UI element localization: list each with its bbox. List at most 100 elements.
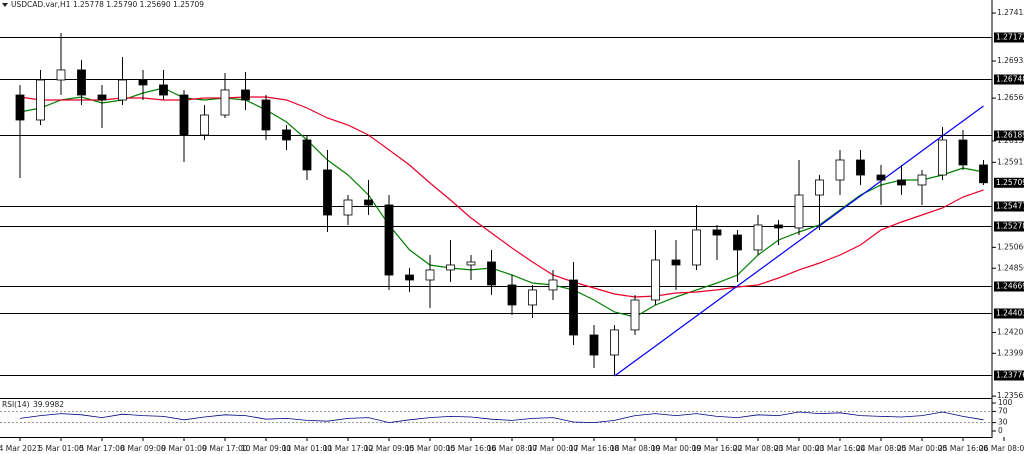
candle-body	[159, 84, 168, 96]
candle-body	[220, 89, 230, 116]
x-tick-label: 11 Mar 01:00	[282, 444, 332, 453]
x-tick-label: 15 Mar 16:00	[446, 444, 496, 453]
candle-body	[938, 139, 947, 176]
candle-body	[138, 79, 148, 86]
x-tick-label: 17 Mar 16:00	[569, 444, 619, 453]
x-tick-label: 25 Mar 00:00	[897, 444, 947, 453]
candle-body	[692, 229, 701, 266]
candle-body	[466, 261, 476, 266]
candle-body	[487, 261, 496, 286]
candle-body	[712, 229, 722, 236]
candle-body	[507, 284, 517, 306]
x-tick-label: 24 Mar 08:00	[856, 444, 906, 453]
candle-body	[405, 274, 414, 281]
y-tick-label: 1.27415	[997, 8, 1024, 17]
rsi-line	[19, 411, 984, 424]
x-tick-label: 23 Mar 00:00	[774, 444, 824, 453]
x-tick-label: 15 Mar 00:00	[405, 444, 455, 453]
candle-body	[548, 279, 558, 291]
x-tick-label: 4 Mar 2021	[0, 444, 42, 453]
level-label: 1.24403	[996, 309, 1024, 318]
x-tick-label: 19 Mar 16:00	[692, 444, 742, 453]
candle-body	[179, 94, 189, 136]
candle-body	[364, 199, 373, 206]
candle-body	[528, 289, 537, 306]
x-tick-label: 5 Mar 01:00	[38, 444, 84, 453]
candle-body	[753, 224, 763, 251]
chart-title: USDCAD.var,H1 1.25778 1.25790 1.25690 1.…	[11, 0, 204, 9]
candle-body	[589, 334, 599, 356]
candle-body	[774, 224, 783, 229]
level-label-box	[994, 130, 1024, 141]
candle-body	[630, 299, 640, 331]
candle-body	[815, 179, 824, 196]
x-tick-label: 11 Mar 17:00	[323, 444, 373, 453]
candle-body	[56, 69, 66, 81]
rsi-tick-label: 0	[998, 426, 1003, 435]
level-label: 1.27172	[996, 33, 1024, 42]
y-tick-label: 1.23565	[997, 391, 1024, 400]
rsi-tick-label: 100	[998, 398, 1013, 407]
candle-body	[343, 199, 353, 216]
x-tick-label: 17 Mar 00:00	[528, 444, 578, 453]
y-tick-label: 1.24205	[997, 327, 1024, 336]
candle-body	[302, 139, 312, 171]
level-label: 1.26189	[996, 131, 1024, 140]
level-label: 1.24669	[996, 282, 1024, 291]
candle-body	[282, 129, 291, 141]
x-tick-label: 12 Mar 09:00	[364, 444, 414, 453]
candle-body	[897, 179, 906, 186]
candle-body	[97, 94, 107, 101]
candle-body	[856, 159, 865, 176]
candle-body	[36, 79, 45, 121]
candle-body	[425, 269, 435, 281]
level-label: 1.26748	[996, 75, 1024, 84]
candle-body	[958, 139, 968, 166]
level-label: 1.25477	[996, 202, 1024, 211]
candle-body	[651, 259, 660, 301]
y-tick-label: 1.24850	[997, 263, 1024, 272]
y-tick-label: 1.25060	[997, 242, 1024, 251]
rsi-name: RSI(14)	[2, 400, 30, 409]
x-tick-label: 19 Mar 00:00	[651, 444, 701, 453]
level-label: 1.23776	[996, 371, 1024, 380]
rsi-value: 39.9982	[33, 400, 64, 409]
level-label: 1.25278	[996, 222, 1024, 231]
candle-body	[569, 279, 578, 336]
x-tick-label: 9 Mar 17:00	[202, 444, 248, 453]
candle-body	[733, 234, 742, 251]
y-tick-label: 1.23995	[997, 348, 1024, 357]
candle-body	[876, 174, 886, 181]
rsi-tick-label: 30	[998, 418, 1008, 427]
x-tick-label: 5 Mar 17:00	[79, 444, 125, 453]
candle-body	[917, 174, 927, 186]
x-tick-label: 9 Mar 01:00	[161, 444, 207, 453]
level-label-box	[994, 370, 1024, 381]
candle-body	[671, 259, 681, 266]
y-tick-label: 1.25915	[997, 157, 1024, 166]
x-tick-label: 25 Mar 16:00	[938, 444, 988, 453]
current-price-label: 1.25709	[996, 178, 1024, 187]
candle-body	[323, 169, 332, 216]
current-price-box	[994, 177, 1024, 188]
candle-body	[200, 114, 209, 136]
x-tick-label: 16 Mar 08:00	[487, 444, 537, 453]
x-tick-label: 18 Mar 08:00	[610, 444, 660, 453]
menu-arrow[interactable]	[2, 3, 8, 7]
candle-body	[261, 99, 271, 131]
candle-body	[979, 164, 988, 184]
candle-body	[77, 69, 86, 96]
candle-body	[384, 204, 394, 276]
x-tick-label: 26 Mar 08:00	[979, 444, 1024, 453]
candle-body	[446, 264, 455, 271]
candle-body	[610, 329, 619, 356]
candle-body	[794, 194, 804, 229]
series-line	[614, 105, 984, 377]
candle-body	[15, 94, 25, 121]
level-label-box	[994, 281, 1024, 292]
candle-body	[241, 89, 250, 101]
y-tick-label: 1.26933	[997, 56, 1024, 65]
level-label-box	[994, 308, 1024, 319]
candle-body	[835, 159, 845, 181]
